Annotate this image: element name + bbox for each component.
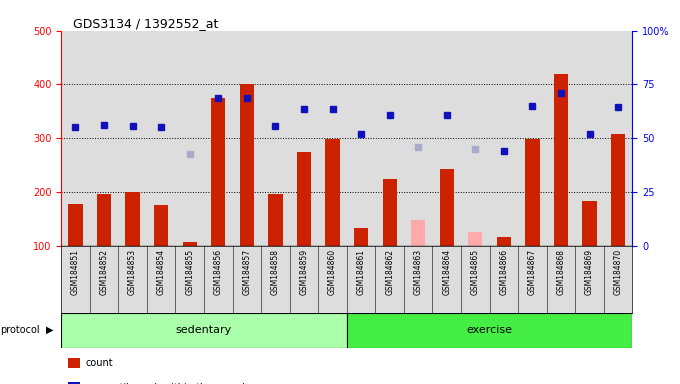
Bar bbox=[211, 98, 225, 246]
Bar bbox=[68, 204, 82, 246]
Bar bbox=[296, 152, 311, 246]
Bar bbox=[125, 192, 139, 246]
Bar bbox=[61, 313, 347, 348]
Bar bbox=[575, 31, 604, 246]
Bar bbox=[182, 242, 197, 246]
Bar bbox=[147, 31, 175, 246]
Text: GSM184867: GSM184867 bbox=[528, 249, 537, 295]
Bar bbox=[611, 134, 625, 246]
Bar bbox=[604, 31, 632, 246]
Text: GSM184852: GSM184852 bbox=[99, 249, 109, 295]
Bar bbox=[496, 237, 511, 246]
Text: GSM184854: GSM184854 bbox=[156, 249, 166, 295]
Text: GSM184868: GSM184868 bbox=[556, 249, 566, 295]
Bar bbox=[233, 31, 261, 246]
Text: GSM184855: GSM184855 bbox=[185, 249, 194, 295]
Bar bbox=[290, 31, 318, 246]
Bar bbox=[239, 84, 254, 246]
Bar bbox=[318, 31, 347, 246]
Text: exercise: exercise bbox=[466, 325, 513, 335]
Text: percentile rank within the sample: percentile rank within the sample bbox=[86, 383, 251, 384]
Text: GSM184870: GSM184870 bbox=[613, 249, 623, 295]
Text: GSM184853: GSM184853 bbox=[128, 249, 137, 295]
Bar bbox=[468, 232, 482, 246]
Bar bbox=[411, 220, 425, 246]
Bar bbox=[461, 31, 490, 246]
Text: GSM184865: GSM184865 bbox=[471, 249, 480, 295]
Bar bbox=[154, 205, 168, 246]
Text: GSM184869: GSM184869 bbox=[585, 249, 594, 295]
Bar bbox=[175, 31, 204, 246]
Text: GSM184859: GSM184859 bbox=[299, 249, 309, 295]
Bar bbox=[61, 31, 90, 246]
Bar bbox=[118, 31, 147, 246]
Bar bbox=[490, 31, 518, 246]
Bar bbox=[404, 31, 432, 246]
Bar bbox=[547, 31, 575, 246]
Text: GSM184866: GSM184866 bbox=[499, 249, 509, 295]
Bar bbox=[347, 31, 375, 246]
Bar bbox=[432, 31, 461, 246]
Text: GSM184864: GSM184864 bbox=[442, 249, 452, 295]
Bar bbox=[261, 31, 290, 246]
Text: GSM184856: GSM184856 bbox=[214, 249, 223, 295]
Text: GSM184862: GSM184862 bbox=[385, 249, 394, 295]
Bar bbox=[90, 31, 118, 246]
Bar bbox=[204, 31, 233, 246]
Bar bbox=[97, 194, 111, 246]
Text: GSM184858: GSM184858 bbox=[271, 249, 280, 295]
Text: GSM184863: GSM184863 bbox=[413, 249, 423, 295]
Bar bbox=[325, 139, 339, 246]
Text: GSM184860: GSM184860 bbox=[328, 249, 337, 295]
Bar bbox=[582, 201, 596, 246]
Text: ▶: ▶ bbox=[46, 325, 54, 335]
Text: GSM184857: GSM184857 bbox=[242, 249, 252, 295]
Text: GDS3134 / 1392552_at: GDS3134 / 1392552_at bbox=[73, 17, 218, 30]
Bar bbox=[382, 179, 396, 246]
Bar bbox=[268, 194, 282, 246]
Text: count: count bbox=[86, 358, 114, 368]
Bar bbox=[347, 313, 632, 348]
Text: GSM184851: GSM184851 bbox=[71, 249, 80, 295]
Bar bbox=[525, 139, 539, 246]
Text: protocol: protocol bbox=[0, 325, 39, 335]
Text: sedentary: sedentary bbox=[176, 325, 232, 335]
Bar bbox=[518, 31, 547, 246]
Bar bbox=[375, 31, 404, 246]
Bar bbox=[554, 74, 568, 246]
Bar bbox=[439, 169, 454, 246]
Text: GSM184861: GSM184861 bbox=[356, 249, 366, 295]
Bar bbox=[354, 228, 368, 246]
